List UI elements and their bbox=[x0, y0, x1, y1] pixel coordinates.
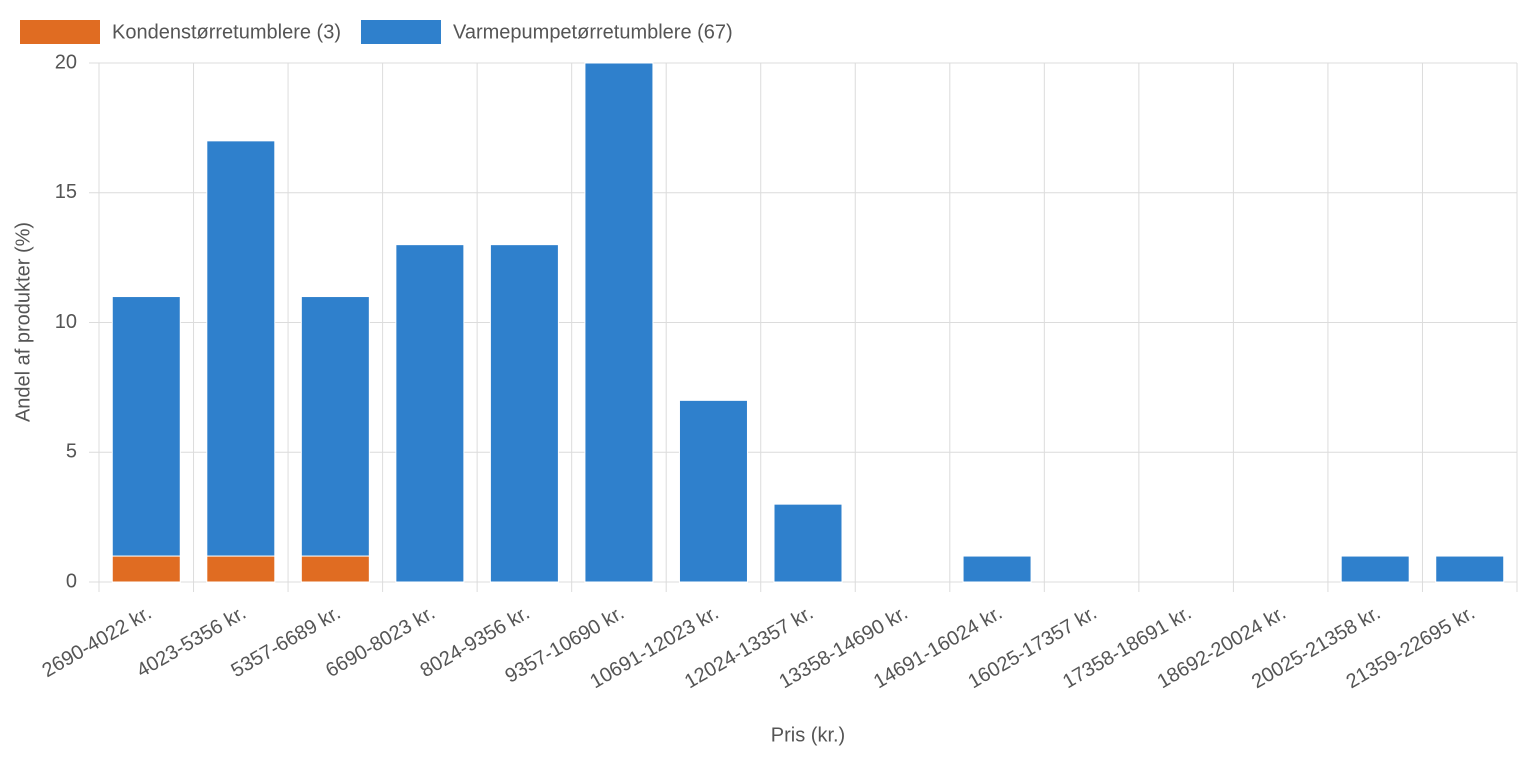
bar-segment bbox=[773, 503, 843, 583]
x-axis-title: Pris (kr.) bbox=[771, 724, 845, 746]
bar-segment bbox=[962, 555, 1032, 583]
bar-segment bbox=[206, 140, 276, 557]
bar-segment bbox=[584, 62, 654, 583]
bar-segment bbox=[111, 296, 181, 557]
bar-segment bbox=[1435, 555, 1505, 583]
legend-label: Kondenstørretumblere (3) bbox=[112, 21, 341, 43]
y-tick-label: 20 bbox=[55, 51, 77, 73]
y-tick-label: 0 bbox=[66, 570, 77, 592]
legend-swatch bbox=[360, 20, 441, 44]
bar-segment bbox=[489, 244, 559, 583]
bar-segment bbox=[395, 244, 465, 583]
bar-segment bbox=[1340, 555, 1410, 583]
bar-segment bbox=[300, 555, 370, 583]
y-tick-label: 15 bbox=[55, 181, 77, 203]
legend-swatch bbox=[20, 20, 100, 44]
bar-segment bbox=[678, 399, 748, 583]
bar-segment bbox=[300, 296, 370, 557]
y-tick-label: 10 bbox=[55, 311, 77, 333]
bar-segment bbox=[206, 555, 276, 583]
y-axis-title: Andel af produkter (%) bbox=[12, 222, 34, 422]
legend-label: Varmepumpetørretumblere (67) bbox=[453, 21, 733, 43]
y-tick-label: 5 bbox=[66, 441, 77, 463]
bar-segment bbox=[111, 555, 181, 583]
